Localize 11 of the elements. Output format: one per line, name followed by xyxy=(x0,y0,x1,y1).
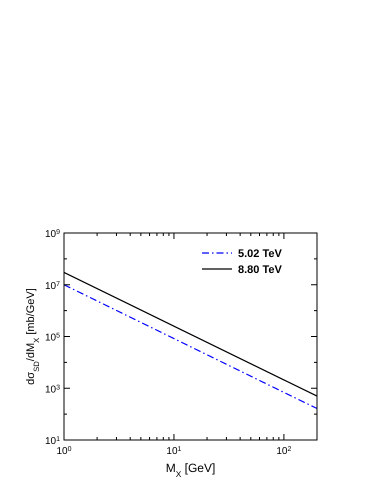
y-tick-label: 10$^{7}$ xyxy=(44,280,60,292)
legend-label: 8.80 TeV xyxy=(238,264,282,276)
x-tick-label: 10$^{2}$ xyxy=(276,446,292,457)
x-tick-label: 10$^{0}$ xyxy=(56,446,72,457)
y-tick-label: 10$^{1}$ xyxy=(44,436,60,447)
x-tick-label: 10$^{1}$ xyxy=(166,446,182,457)
x-axis-title: M$_{X}$ [GeV] xyxy=(166,461,216,479)
y-tick-label: 10$^{9}$ xyxy=(44,228,60,240)
y-tick-label: 10$^{5}$ xyxy=(44,332,60,344)
legend-label: 5.02 TeV xyxy=(238,248,282,260)
y-tick-label: 10$^{3}$ xyxy=(44,384,60,396)
